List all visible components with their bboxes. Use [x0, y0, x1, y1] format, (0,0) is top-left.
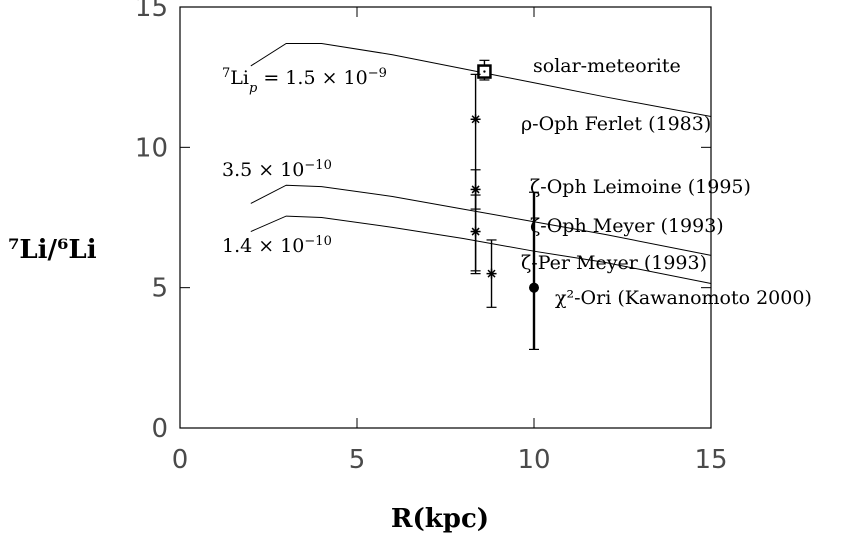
series-label: 3.5 × 10−10 — [222, 158, 332, 182]
y-tick-label: 10 — [135, 133, 168, 163]
data-point-center — [483, 70, 486, 73]
observations — [470, 59, 539, 351]
point-label: ζ-Oph Leimoine (1995) — [530, 176, 751, 198]
data-point — [529, 282, 539, 293]
data-point — [470, 114, 481, 125]
y-tick-label: 15 — [135, 0, 168, 23]
data-point — [486, 268, 497, 279]
x-tick-label: 5 — [349, 445, 366, 475]
point-label: ζ-Oph Meyer (1993) — [530, 215, 724, 237]
series-label: 7Lip = 1.5 × 10−9 — [222, 66, 387, 96]
y-tick-label: 0 — [151, 414, 168, 444]
data-point — [470, 226, 481, 237]
x-tick-label: 15 — [694, 445, 727, 475]
point-label: ρ-Oph Ferlet (1983) — [521, 113, 711, 135]
annotations: 7Lip = 1.5 × 10−9 3.5 × 10−10 1.4 × 10−10 s… — [222, 55, 812, 309]
series-label: 1.4 × 10−10 — [222, 234, 332, 258]
x-tick-label: 10 — [517, 445, 550, 475]
axis-titles: R(kpc) ⁷Li/⁶Li — [8, 235, 489, 534]
point-label: solar-meteorite — [533, 55, 681, 77]
y-tick-label: 5 — [151, 274, 168, 304]
data-point — [470, 184, 481, 195]
model-curves — [250, 42, 712, 284]
point-label: χ²-Ori (Kawanomoto 2000) — [555, 287, 812, 309]
plot-axes: 0 5 10 15 0 5 10 15 — [135, 0, 728, 475]
point-label: ζ-Per Meyer (1993) — [521, 252, 707, 274]
series-line — [250, 215, 712, 284]
series-line — [250, 184, 712, 256]
series-line — [250, 42, 712, 117]
y-axis-title: ⁷Li/⁶Li — [8, 235, 97, 265]
plot-frame — [179, 6, 712, 429]
x-axis-title: R(kpc) — [391, 504, 489, 534]
x-tick-label: 0 — [172, 445, 189, 475]
